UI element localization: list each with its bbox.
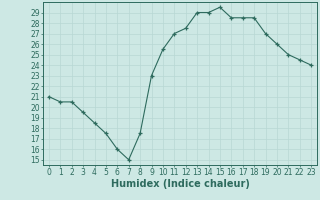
X-axis label: Humidex (Indice chaleur): Humidex (Indice chaleur) bbox=[111, 179, 249, 189]
